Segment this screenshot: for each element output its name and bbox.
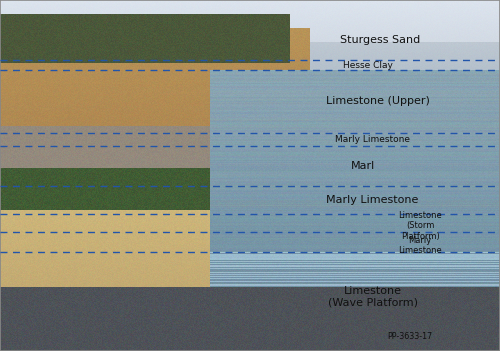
Text: Hesse Clay: Hesse Clay: [342, 61, 392, 70]
Text: Marly Limestone: Marly Limestone: [335, 135, 410, 144]
Text: Marl: Marl: [350, 161, 374, 171]
Text: Limestone (Upper): Limestone (Upper): [326, 96, 430, 106]
Text: PP-3633-17: PP-3633-17: [388, 332, 432, 342]
Text: Limestone
(Wave Platform): Limestone (Wave Platform): [328, 286, 418, 307]
Text: Limestone
(Storm
Platform): Limestone (Storm Platform): [398, 211, 442, 240]
Text: Marly Limestone: Marly Limestone: [326, 195, 418, 205]
Text: Sturgess Sand: Sturgess Sand: [340, 35, 420, 45]
Text: Marly
Limestone: Marly Limestone: [398, 236, 442, 256]
